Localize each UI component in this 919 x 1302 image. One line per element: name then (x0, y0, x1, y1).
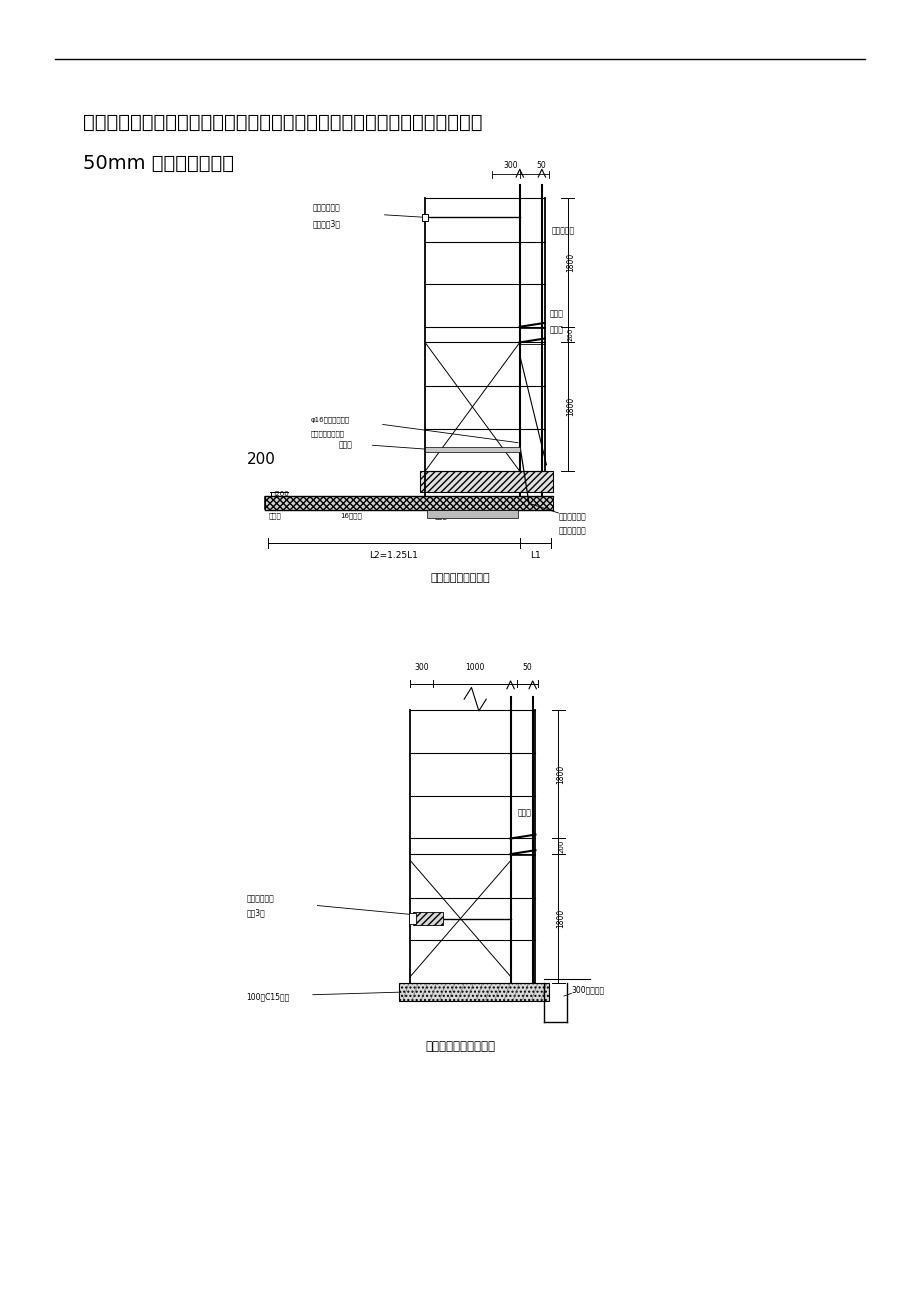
Text: φ16钢筋绞绳，端: φ16钢筋绞绳，端 (311, 415, 350, 423)
Text: 水平间距3跨: 水平间距3跨 (312, 220, 340, 228)
Bar (409, 914, 415, 924)
Bar (420, 471, 552, 492)
Text: 1800: 1800 (556, 909, 565, 928)
Text: 间距3跨: 间距3跨 (246, 909, 265, 918)
Text: 落地式脚手搭设示意图: 落地式脚手搭设示意图 (425, 1040, 494, 1053)
Text: 16工字钢: 16工字钢 (340, 512, 362, 519)
Text: 外挂密目网: 外挂密目网 (551, 227, 574, 234)
Text: 采用钢管作为连接件连接，在架手架的外立面挂设密目式安全网，操作层铺设: 采用钢管作为连接件连接，在架手架的外立面挂设密目式安全网，操作层铺设 (83, 113, 482, 133)
Text: 300: 300 (503, 161, 517, 169)
Text: L1: L1 (529, 552, 540, 560)
Text: L2=1.25L1: L2=1.25L1 (369, 552, 418, 560)
Bar (426, 510, 517, 518)
Text: 300: 300 (414, 664, 428, 672)
Text: 挑架底层铺设: 挑架底层铺设 (558, 513, 585, 521)
Text: 1000: 1000 (465, 664, 484, 672)
Text: 全封闭脚手板: 全封闭脚手板 (558, 527, 585, 535)
Text: 挡脚板: 挡脚板 (549, 310, 562, 318)
Text: 挡脚板: 挡脚板 (517, 809, 531, 816)
Text: 1800: 1800 (565, 253, 574, 272)
Text: 刚性连墙杆，: 刚性连墙杆， (246, 894, 274, 904)
Text: 作业层: 作业层 (338, 441, 352, 449)
Text: 1800: 1800 (556, 764, 565, 784)
Bar (425, 447, 519, 452)
Text: 1800: 1800 (565, 397, 574, 417)
Text: 刚性连墙杆，: 刚性连墙杆， (312, 204, 340, 212)
Text: 200: 200 (246, 452, 275, 467)
Text: 200: 200 (558, 840, 563, 853)
Text: |200: |200 (273, 491, 289, 497)
Text: 50: 50 (536, 161, 545, 169)
Text: 锚固点: 锚固点 (434, 512, 447, 519)
Bar (399, 983, 549, 1001)
Bar (265, 496, 552, 510)
Text: 50mm 厚的木脚手板。: 50mm 厚的木脚手板。 (83, 154, 233, 173)
Text: 50: 50 (522, 664, 532, 672)
Text: 300宽排水沟: 300宽排水沟 (571, 986, 604, 993)
Text: 悬挑脚手搭设示意图: 悬挑脚手搭设示意图 (430, 573, 489, 583)
Text: 锚固点: 锚固点 (268, 512, 281, 519)
Bar (413, 911, 442, 924)
Text: 200: 200 (567, 328, 573, 341)
Text: 头三个钢丝卡固定: 头三个钢丝卡固定 (311, 430, 345, 437)
Text: 100厚C15垫层: 100厚C15垫层 (246, 993, 289, 1001)
Text: 挡脚板: 挡脚板 (549, 326, 562, 333)
Bar (422, 214, 427, 221)
